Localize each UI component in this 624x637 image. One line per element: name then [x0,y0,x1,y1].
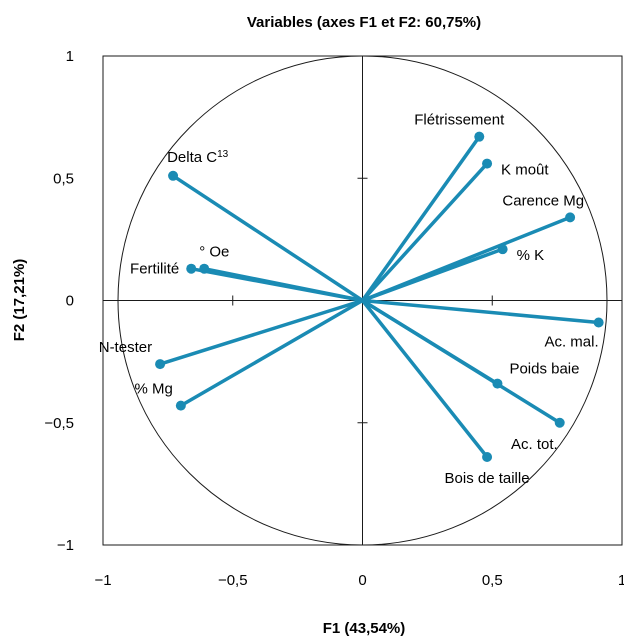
variable-point [482,158,493,169]
variable-vector [360,161,489,303]
variable-label: Carence Mg [502,192,584,209]
variable-point [554,417,565,428]
variable-vector [360,298,562,425]
variable-label: Ac. tot. [511,436,558,453]
variable-label: % Mg [135,381,173,398]
variable-vector [360,298,601,325]
y-tick-label: 0 [66,293,74,310]
x-tick-label: 0,5 [482,572,503,589]
x-tick-label: −0,5 [218,572,248,589]
variable-vector [189,266,365,303]
variable-point [482,451,493,462]
chart-title: Variables (axes F1 et F2: 60,75%) [247,14,481,31]
variable-vector [171,174,365,303]
variable-point [474,131,485,142]
y-tick-labels: −1 −0,5 0 0,5 1 [44,48,74,554]
x-tick-label: 1 [618,572,624,589]
variable-label: Poids baie [509,361,579,378]
y-tick-label: 1 [66,48,74,65]
variable-label: Fertilité [130,261,179,278]
variable-labels: Flétrissement K moût Carence Mg % K Delta C1… [99,112,599,487]
variable-vector [179,298,365,408]
x-axis-title: F1 (43,54%) [323,620,406,637]
variable-point [175,400,186,411]
variable-label: K moût [501,162,549,179]
variable-label: ° Oe [199,244,229,261]
variable-label: % K [517,247,545,264]
y-tick-label: −1 [57,537,74,554]
y-axis-title: F2 (17,21%) [11,259,28,342]
variable-point [168,170,179,181]
variable-point [155,359,166,370]
variable-label: Flétrissement [414,112,505,129]
y-tick-label: 0,5 [53,170,74,187]
axis-ticks [232,177,493,424]
variable-point [186,263,197,274]
variable-label: Delta C13 [167,148,229,166]
variable-vector [360,134,482,303]
variable-point [497,244,508,255]
x-tick-labels: −1 −0,5 0 0,5 1 [94,572,624,589]
variable-point [565,212,576,223]
variable-label: Ac. mal. [544,334,598,351]
variable-point [593,317,604,328]
variable-label: Bois de taille [445,470,530,487]
y-tick-label: −0,5 [44,415,74,432]
x-tick-label: −1 [94,572,111,589]
variable-vectors [155,131,604,462]
variable-label: N-tester [99,339,152,356]
x-tick-label: 0 [358,572,366,589]
variable-vector [360,247,505,303]
variable-vector [360,298,489,459]
variable-vector [158,298,365,366]
